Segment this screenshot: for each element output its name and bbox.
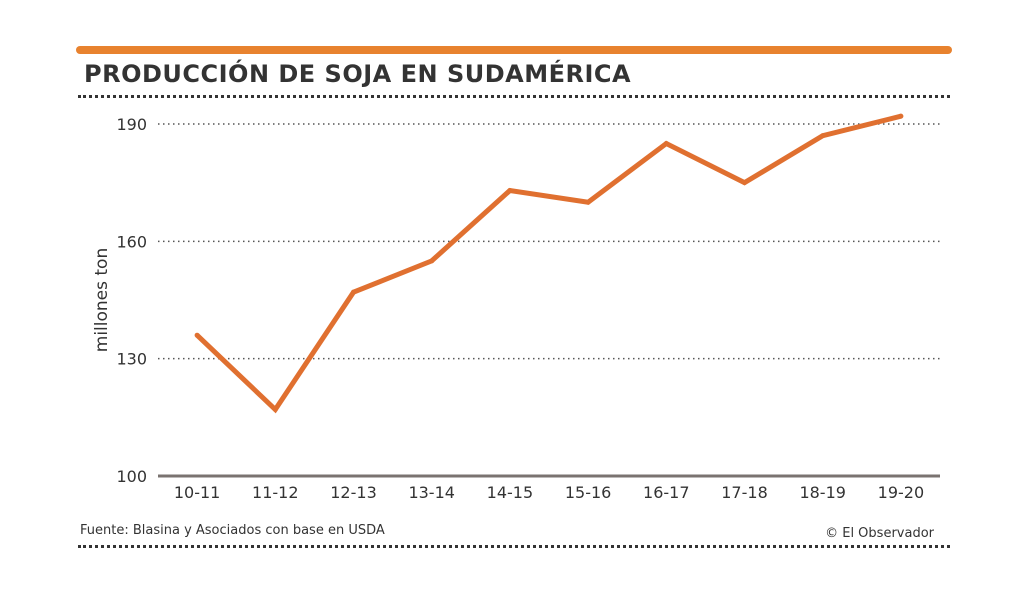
data-point-16-17 xyxy=(663,141,669,147)
data-point-15-16 xyxy=(585,199,591,205)
top-accent-bar xyxy=(76,46,952,54)
data-point-19-20 xyxy=(898,113,904,119)
x-tick-label-17-18: 17-18 xyxy=(721,483,768,502)
credit-note: © El Observador xyxy=(825,526,934,541)
x-tick-label-14-15: 14-15 xyxy=(487,483,534,502)
series-line-0 xyxy=(195,113,902,414)
source-note: Fuente: Blasina y Asociados con base en … xyxy=(80,523,385,538)
data-point-17-18 xyxy=(742,180,747,186)
x-tick-label-11-12: 11-12 xyxy=(252,483,299,502)
y-tick-label-100: 100 xyxy=(116,467,147,486)
x-tick-label-13-14: 13-14 xyxy=(408,483,455,502)
data-point-10-11 xyxy=(194,332,200,338)
x-tick-label-12-13: 12-13 xyxy=(330,483,377,502)
y-axis-title: millones ton xyxy=(92,248,112,352)
x-tick-label-19-20: 19-20 xyxy=(878,483,925,502)
y-tick-label-130: 130 xyxy=(116,350,147,369)
chart-title: PRODUCCIÓN DE SOJA EN SUDAMÉRICA xyxy=(84,60,632,88)
x-tick-label-18-19: 18-19 xyxy=(799,483,846,502)
x-tick-label-16-17: 16-17 xyxy=(643,483,690,502)
x-tick-label-15-16: 15-16 xyxy=(565,483,612,502)
y-tick-label-160: 160 xyxy=(116,232,147,251)
y-tick-label-190: 190 xyxy=(116,115,147,134)
title-divider xyxy=(78,95,950,98)
data-point-14-15 xyxy=(507,187,513,193)
data-point-13-14 xyxy=(429,258,435,264)
data-point-11-12 xyxy=(272,407,278,413)
footer-divider xyxy=(78,545,950,548)
data-point-12-13 xyxy=(351,289,356,295)
x-tick-label-10-11: 10-11 xyxy=(174,483,221,502)
data-point-18-19 xyxy=(820,133,826,139)
